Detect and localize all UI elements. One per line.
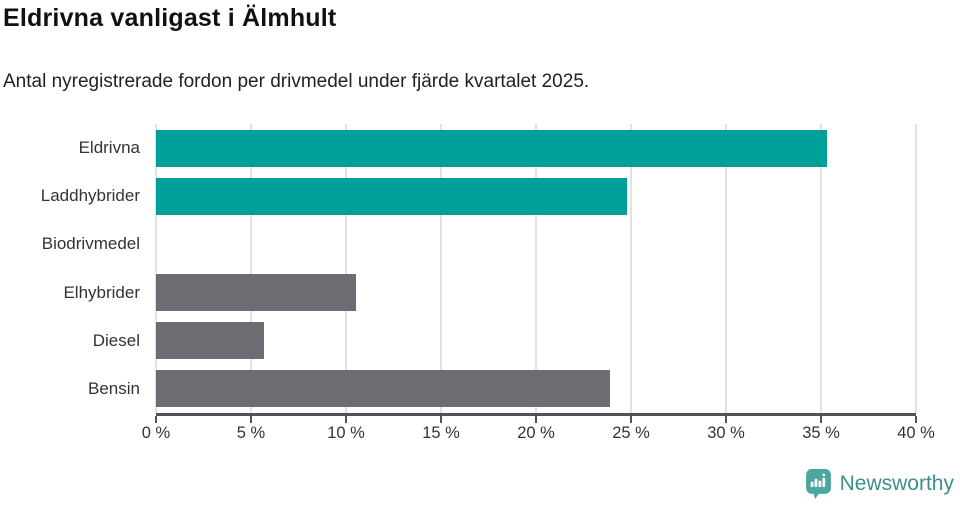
gridline-0 [155,124,157,413]
category-label-biodrivmedel: Biodrivmedel [41,234,140,254]
bar-row [156,226,916,263]
bar-row [156,370,916,408]
x-axis-tick [820,416,822,423]
bar-diesel [156,322,265,360]
chart-title: Eldrivna vanligast i Älmhult [3,4,337,32]
gridline-15 [440,124,442,413]
x-tick-label: 25 % [612,424,650,442]
x-axis-tick [440,416,442,423]
category-label-bensin: Bensin [88,378,140,398]
bar-bensin [156,370,611,408]
chart-subtitle: Antal nyregistrerade fordon per drivmede… [3,71,590,92]
gridline-40 [915,124,917,413]
bar-row [156,322,916,360]
x-tick-label: 0 % [141,424,171,442]
category-label-diesel: Diesel [92,330,140,350]
category-label-elhybrider: Elhybrider [63,282,140,302]
x-axis-tick [535,416,537,423]
x-axis-tick [250,416,252,423]
x-tick-label: 15 % [422,424,460,442]
bar-row [156,274,916,312]
plot-area [155,124,917,416]
x-axis-tick [155,416,157,423]
newsworthy-icon [805,469,831,499]
category-labels: Eldrivna Laddhybrider Biodrivmedel Elhybrid… [0,124,140,413]
newsworthy-wordmark: Newsworthy [839,471,954,495]
x-tick-label: 30 % [707,424,745,442]
newsworthy-logo: Newsworthy [805,468,954,499]
x-tick-label: 40 % [897,424,935,442]
bar-row [156,129,916,167]
x-axis-tick [630,416,632,423]
gridline-25 [630,124,632,413]
gridline-30 [725,124,727,413]
bar-eldrivna [156,129,827,167]
x-tick-label: 10 % [327,424,365,442]
bar-laddhybrider [156,177,628,215]
x-axis-tick [725,416,727,423]
gridline-5 [250,124,252,413]
gridline-10 [345,124,347,413]
category-label-laddhybrider: Laddhybrider [40,186,140,206]
gridline-20 [535,124,537,413]
category-label-eldrivna: Eldrivna [78,138,140,158]
x-axis-tick [345,416,347,423]
x-axis-tick [915,416,917,423]
gridline-35 [820,124,822,413]
x-tick-label: 20 % [517,424,555,442]
x-tick-label: 5 % [236,424,266,442]
x-tick-label: 35 % [802,424,840,442]
bar-elhybrider [156,274,356,312]
bar-row [156,177,916,215]
